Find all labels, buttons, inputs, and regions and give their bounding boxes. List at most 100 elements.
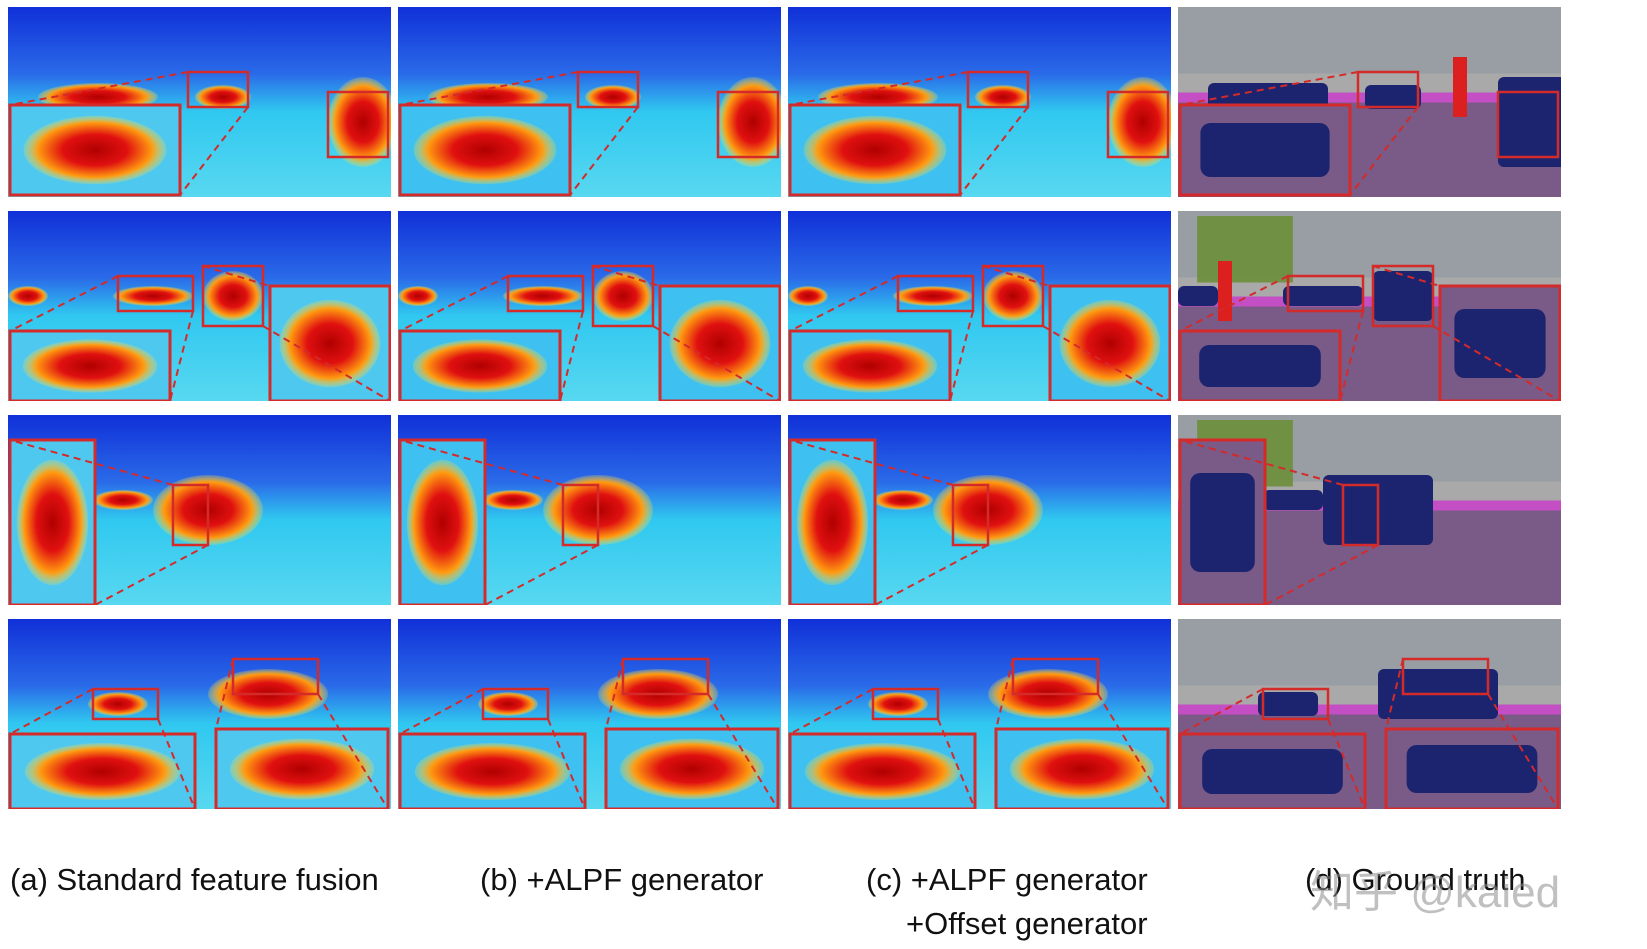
inset-activation [1059, 299, 1161, 388]
inset-frame [1178, 329, 1342, 401]
inset-frame [994, 727, 1170, 809]
zoom-connector [317, 693, 389, 809]
highlight-box [896, 274, 975, 313]
highlight-box [1341, 483, 1380, 547]
inset-activation [804, 743, 961, 800]
highlight-box [116, 274, 195, 313]
panel-image [398, 211, 781, 401]
panel-image [398, 415, 781, 605]
zoom-connector [789, 688, 874, 735]
zoom-connector [399, 439, 564, 486]
inset-activation [796, 459, 869, 586]
activation-blob [478, 692, 538, 716]
inset-activation [802, 339, 938, 393]
panel-image [8, 211, 391, 401]
panel-image [788, 415, 1171, 605]
activation-blob [983, 271, 1043, 321]
seg-person [1218, 261, 1232, 321]
inset-car [1190, 473, 1255, 572]
inset-frame [788, 732, 977, 809]
zoom-connector [1339, 310, 1364, 401]
inset-frame [214, 727, 390, 809]
highlight-box [981, 264, 1045, 328]
inset-frame [8, 103, 182, 197]
activation-blob [593, 271, 653, 321]
activation-blob [788, 286, 828, 306]
zoom-connector [605, 658, 624, 730]
zoom-connector [937, 718, 976, 809]
activation-blob [503, 286, 583, 306]
panel-c-row4 [788, 619, 1171, 809]
zoom-connector [559, 310, 584, 401]
zoom-connector [399, 275, 509, 332]
inset-car [1202, 749, 1343, 794]
panel-a-row3 [8, 415, 391, 605]
zoom-connector [789, 275, 899, 332]
zoom-connector [169, 310, 194, 401]
zoom-connector [707, 693, 779, 809]
activation-blob [195, 85, 251, 109]
panel-image [398, 7, 781, 197]
zoom-connector [1042, 325, 1171, 401]
highlight-box [1261, 687, 1330, 721]
panel-image [398, 619, 781, 809]
activation-blob [483, 490, 543, 510]
activation-blob [585, 85, 641, 109]
inset-frame [658, 284, 781, 401]
inset-frame [8, 438, 97, 605]
zoom-connector [1179, 275, 1289, 332]
activation-blob [88, 692, 148, 716]
highlight-box [1371, 264, 1435, 328]
highlight-box [506, 274, 585, 313]
zoom-connector [1327, 718, 1366, 809]
highlight-box [326, 90, 390, 159]
inset-activation [406, 459, 479, 586]
highlight-box [1011, 657, 1100, 696]
highlight-box [716, 90, 780, 159]
panel-image [8, 7, 391, 197]
inset-activation [24, 743, 181, 800]
zoom-connector [484, 544, 599, 605]
highlight-box [1106, 90, 1170, 159]
seg-car [1373, 271, 1433, 321]
inset-frame [268, 284, 391, 401]
activation-blob [8, 286, 48, 306]
zoom-connector [652, 325, 781, 401]
inset-activation [669, 299, 771, 388]
inset-frame [604, 727, 780, 809]
caption-a: (a) Standard feature fusion [10, 862, 379, 897]
zoom-connector [874, 544, 989, 605]
panel-d-row4 [1178, 619, 1561, 809]
activation-blob [868, 692, 928, 716]
inset-activation [279, 299, 381, 388]
zoom-connector [569, 106, 639, 196]
zoom-connector [547, 718, 586, 809]
activation-blob [203, 271, 263, 321]
inset-frame [398, 329, 562, 401]
zoom-connector [1179, 688, 1264, 735]
inset-car [1406, 745, 1538, 793]
highlight-box [1496, 90, 1560, 159]
zoom-connector [9, 439, 174, 486]
seg-building [1178, 7, 1561, 93]
inset-activation [22, 339, 158, 393]
inset-activation [412, 339, 548, 393]
inset-frame [1384, 727, 1560, 809]
inset-activation [414, 743, 571, 800]
activation-blob [93, 490, 153, 510]
inset-frame [1438, 284, 1561, 401]
inset-frame [398, 732, 587, 809]
activation-blob [718, 77, 781, 167]
zoom-connector [959, 106, 1029, 196]
inset-frame [398, 438, 487, 605]
highlight-box [621, 657, 710, 696]
zoom-connector [1385, 658, 1404, 730]
zoom-connector [1264, 544, 1379, 605]
panel-image [8, 619, 391, 809]
inset-activation [413, 115, 557, 185]
activation-blob [975, 85, 1031, 109]
seg-car [1178, 286, 1218, 306]
panel-image [8, 415, 391, 605]
activation-blob [398, 286, 438, 306]
zoom-connector [949, 310, 974, 401]
